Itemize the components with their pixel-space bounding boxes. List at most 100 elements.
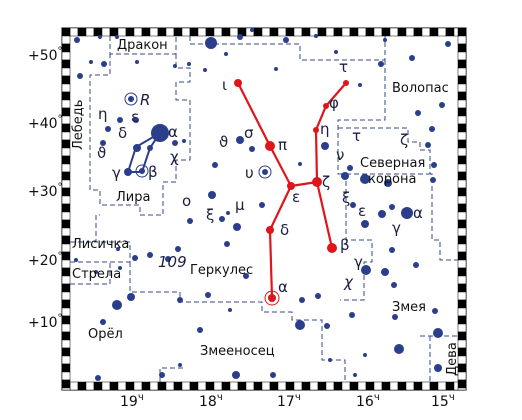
border-cell: [61, 171, 71, 181]
star: [147, 145, 153, 151]
hercules-star-label: β: [340, 236, 350, 254]
border-cell: [421, 381, 431, 391]
dec-degrees: +20: [28, 253, 58, 269]
star: [334, 50, 338, 54]
star: [74, 37, 80, 43]
border-cell: [457, 203, 467, 213]
border-cell: [389, 27, 399, 37]
border-cell: [245, 381, 255, 391]
star-label: ϑ: [219, 133, 228, 151]
star: [236, 136, 244, 144]
hercules-star-label: π: [278, 136, 287, 154]
star: [100, 140, 106, 146]
border-cell: [125, 27, 135, 37]
star-label: ε: [358, 202, 366, 220]
border-cell: [173, 27, 183, 37]
star: [433, 328, 443, 338]
hercules-star-label: α: [278, 278, 288, 296]
hercules-star-label: ι: [222, 76, 227, 94]
border-cell: [213, 27, 223, 37]
star: [409, 55, 415, 61]
lyra-lines: [126, 132, 161, 173]
boundary: [90, 54, 191, 216]
border-cell: [445, 27, 455, 37]
star: [178, 363, 182, 367]
border-cell: [61, 83, 71, 93]
border-cell: [457, 283, 467, 293]
star: [205, 37, 217, 49]
star-label: ϑ: [97, 144, 106, 162]
dec-label: +10°: [28, 313, 63, 331]
border-cell: [101, 381, 111, 391]
border-cell: [149, 27, 159, 37]
ra-unit: ч: [295, 392, 301, 403]
constellation-name: Геркулес: [190, 263, 253, 278]
border-cell: [61, 75, 71, 85]
dec-unit: °: [58, 313, 63, 324]
border-cell: [457, 323, 467, 333]
border-cell: [77, 381, 87, 391]
border-cell: [349, 27, 359, 37]
boundary: [129, 262, 346, 382]
border-cell: [61, 35, 71, 45]
star: [172, 140, 178, 146]
border-cell: [61, 203, 71, 213]
border-cell: [61, 131, 71, 141]
star: [208, 191, 216, 199]
star-label: ν: [336, 146, 344, 164]
star-label: 109: [158, 253, 187, 271]
border-cell: [61, 123, 71, 133]
star: [128, 96, 134, 102]
border-cell: [457, 163, 467, 173]
border-cell: [457, 291, 467, 301]
star: [187, 218, 193, 224]
star-label: δ: [118, 124, 127, 142]
border-cell: [253, 27, 263, 37]
border-cell: [61, 147, 71, 157]
border-cell: [141, 381, 151, 391]
hercules-stars: [234, 79, 349, 302]
star: [101, 61, 107, 67]
star: [283, 37, 289, 43]
border-cell: [457, 315, 467, 325]
star: [98, 35, 102, 39]
border-cell: [61, 51, 71, 61]
star: [381, 268, 389, 276]
star: [182, 139, 186, 143]
constellation-name: Змея: [392, 300, 426, 315]
border-cell: [325, 27, 335, 37]
ra-hours: 15: [431, 394, 449, 410]
border-cell: [457, 251, 467, 261]
border-cell: [457, 379, 467, 389]
border-cell: [317, 381, 327, 391]
star: [212, 162, 218, 168]
boundary: [89, 54, 111, 190]
dec-label: +30°: [28, 182, 63, 200]
map-frame: [61, 27, 467, 391]
star: [135, 60, 139, 64]
border-cell: [445, 381, 455, 391]
star-label: χ: [170, 148, 179, 166]
border-cell: [61, 259, 71, 269]
border-cell: [457, 299, 467, 309]
star: [361, 265, 371, 275]
border-cell: [405, 381, 415, 391]
border-cell: [85, 381, 95, 391]
border-cell: [457, 179, 467, 189]
hercules-star: [323, 103, 329, 109]
star: [432, 308, 438, 314]
border-cell: [61, 275, 71, 285]
ring: [258, 165, 272, 179]
star: [228, 308, 232, 312]
border-cell: [61, 139, 71, 149]
star: [434, 364, 442, 372]
border-cell: [165, 27, 175, 37]
hercules-star-label: φ: [329, 94, 339, 112]
star: [105, 126, 111, 132]
border-cell: [157, 27, 167, 37]
star: [89, 60, 93, 64]
star: [118, 266, 122, 270]
constellation-name: Змееносец: [200, 344, 275, 359]
star: [401, 207, 413, 219]
star: [358, 83, 362, 87]
